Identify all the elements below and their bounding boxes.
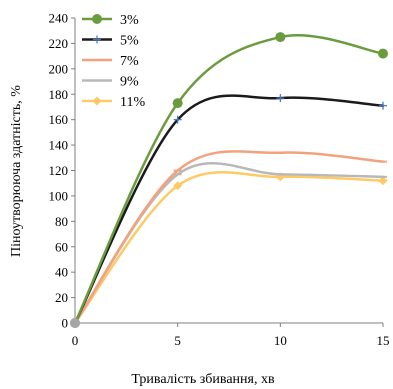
legend: 3% 5% 7% 9% 11%: [82, 13, 145, 110]
y-tick-label: 220: [49, 36, 69, 51]
series-3pct: [70, 32, 388, 328]
legend-item: 11%: [82, 95, 145, 110]
data-point: [276, 94, 285, 103]
legend-label: 11%: [120, 95, 145, 110]
legend-item: 9%: [82, 75, 139, 90]
series-line: [73, 34, 385, 325]
series-line: [73, 94, 385, 325]
y-tick-label: 40: [55, 265, 68, 280]
legend-item: 7%: [82, 54, 139, 69]
x-tick-label: 15: [377, 333, 390, 348]
data-point: [378, 176, 388, 186]
y-tick-label: 180: [49, 87, 69, 102]
origin-point: [70, 318, 80, 328]
y-tick-label: 100: [49, 188, 69, 203]
series-line: [73, 171, 385, 325]
x-tick-label: 5: [174, 333, 181, 348]
y-tick-label: 240: [49, 11, 69, 26]
legend-marker: [92, 14, 102, 24]
data-point: [379, 101, 387, 110]
tick-labels: 0 20 40 60 80 100 120 140 160 180 200 220 240 0 5 10 15: [49, 11, 390, 349]
y-tick-label: 160: [49, 112, 69, 127]
y-tick-label: 200: [49, 61, 69, 76]
legend-label: 3%: [120, 13, 139, 28]
data-point: [173, 115, 182, 124]
legend-label: 9%: [120, 75, 139, 90]
data-point: [172, 98, 183, 109]
axes: [71, 17, 384, 327]
legend-marker: [93, 35, 101, 44]
x-tick-label: 10: [274, 333, 287, 348]
y-tick-label: 140: [49, 138, 69, 153]
legend-label: 7%: [120, 54, 139, 69]
y-tick-label: 120: [49, 163, 69, 178]
y-tick-label: 20: [55, 290, 68, 305]
data-point: [173, 181, 183, 191]
series-line: [73, 150, 385, 325]
series-5pct: [71, 94, 387, 327]
y-tick-label: 80: [55, 214, 68, 229]
legend-label: 5%: [120, 34, 139, 49]
legend-item: 5%: [82, 34, 139, 49]
data-point: [275, 32, 286, 43]
series-9pct: [71, 162, 387, 325]
legend-item: 3%: [82, 13, 139, 28]
legend-marker: [92, 96, 102, 106]
x-tick-label: 0: [72, 333, 79, 348]
series-layer: [70, 32, 388, 328]
y-axis-title: Піноутворююча здатність, %: [9, 85, 24, 257]
series-line: [73, 162, 385, 325]
data-point: [378, 48, 388, 59]
y-tick-label: 60: [55, 239, 68, 254]
x-axis-title: Тривалість збивання, хв: [131, 372, 275, 387]
y-tick-label: 0: [62, 316, 69, 331]
